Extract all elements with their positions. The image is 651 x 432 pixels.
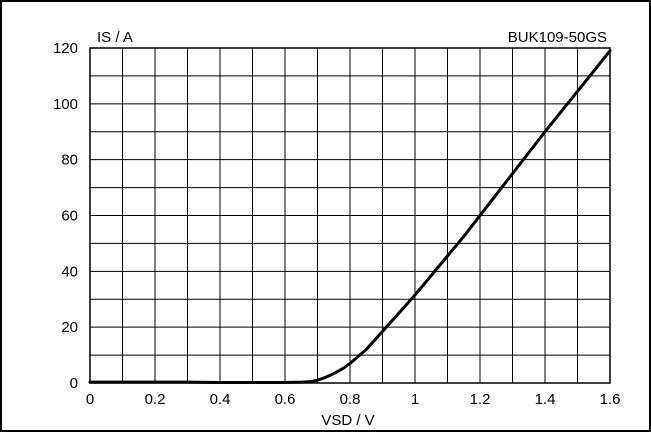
data-point	[397, 312, 400, 315]
data-point	[609, 49, 612, 52]
x-axis-label: VSD / V	[321, 412, 374, 429]
data-point	[323, 376, 326, 379]
y-tick-label: 40	[61, 263, 78, 280]
data-point	[310, 380, 313, 383]
data-point	[349, 362, 352, 365]
data-point	[446, 254, 449, 257]
x-tick-label: 1	[411, 391, 419, 408]
x-tick-label: 0	[86, 391, 94, 408]
x-tick-label: 0.6	[275, 391, 296, 408]
data-point	[576, 90, 579, 93]
data-point	[365, 348, 368, 351]
data-point	[154, 381, 157, 384]
y-tick-label: 100	[53, 96, 78, 113]
y-tick-label: 80	[61, 152, 78, 169]
part-number-label: BUK109-50GS	[508, 29, 607, 46]
data-point	[430, 274, 433, 277]
y-tick-label: 120	[53, 40, 78, 57]
series-line-is-vs-vsd	[88, 49, 612, 384]
y-tick-label: 20	[61, 319, 78, 336]
data-point	[329, 374, 332, 377]
minor-grid	[90, 48, 610, 383]
data-point	[186, 381, 189, 384]
data-point	[381, 330, 384, 333]
x-tick-labels: 0 0.2 0.4 0.6 0.8 1 1.2 1.4 1.6	[86, 391, 621, 408]
plot-area-border	[89, 47, 611, 384]
y-axis-label: IS / A	[97, 29, 133, 46]
data-point	[414, 294, 417, 297]
x-tick-label: 1.4	[535, 391, 556, 408]
y-tick-label: 0	[70, 375, 78, 392]
x-tick-label: 0.2	[145, 391, 166, 408]
data-point	[219, 381, 222, 384]
x-tick-label: 0.4	[210, 391, 231, 408]
data-point	[89, 381, 92, 384]
data-point	[479, 214, 482, 217]
data-point	[342, 367, 345, 370]
y-tick-labels: 0 20 40 60 80 100 120	[53, 40, 78, 392]
data-point	[121, 381, 124, 384]
data-point	[355, 356, 358, 359]
data-point	[300, 381, 303, 384]
x-tick-label: 1.2	[470, 391, 491, 408]
data-point	[251, 381, 254, 384]
data-point	[544, 130, 547, 133]
data-point	[336, 370, 339, 373]
data-point	[316, 379, 319, 382]
data-point	[462, 235, 465, 238]
data-point	[284, 381, 287, 384]
y-tick-label: 60	[61, 208, 78, 225]
data-point	[511, 172, 514, 175]
x-tick-label: 1.6	[600, 391, 621, 408]
x-tick-label: 0.8	[340, 391, 361, 408]
